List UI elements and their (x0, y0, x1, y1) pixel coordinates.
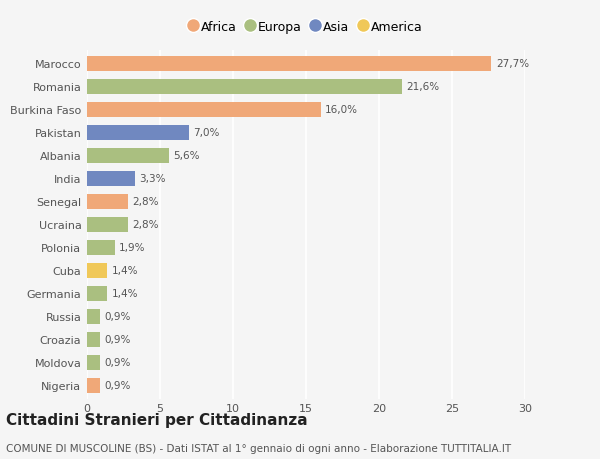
Text: 0,9%: 0,9% (104, 381, 131, 391)
Text: 0,9%: 0,9% (104, 312, 131, 322)
Bar (87, 149, 169, 163)
Bar (87, 309, 100, 324)
Bar (87, 195, 128, 209)
Bar (87, 241, 115, 255)
Text: 5,6%: 5,6% (173, 151, 200, 161)
Legend: Africa, Europa, Asia, America: Africa, Europa, Asia, America (186, 17, 426, 37)
Bar (87, 126, 189, 140)
Text: Cittadini Stranieri per Cittadinanza: Cittadini Stranieri per Cittadinanza (6, 413, 308, 428)
Bar (87, 218, 128, 232)
Bar (87, 172, 135, 186)
Bar (87, 286, 107, 301)
Bar (87, 263, 107, 278)
Text: 0,9%: 0,9% (104, 358, 131, 368)
Text: 1,4%: 1,4% (112, 266, 139, 276)
Text: 27,7%: 27,7% (496, 59, 529, 69)
Text: COMUNE DI MUSCOLINE (BS) - Dati ISTAT al 1° gennaio di ogni anno - Elaborazione : COMUNE DI MUSCOLINE (BS) - Dati ISTAT al… (6, 443, 511, 453)
Bar (87, 103, 320, 118)
Text: 3,3%: 3,3% (140, 174, 166, 184)
Text: 1,4%: 1,4% (112, 289, 139, 299)
Text: 2,8%: 2,8% (132, 220, 159, 230)
Text: 2,8%: 2,8% (132, 197, 159, 207)
Text: 1,9%: 1,9% (119, 243, 146, 253)
Text: 7,0%: 7,0% (194, 128, 220, 138)
Bar (87, 80, 403, 95)
Text: 0,9%: 0,9% (104, 335, 131, 345)
Bar (87, 57, 491, 72)
Text: 16,0%: 16,0% (325, 105, 358, 115)
Bar (87, 355, 100, 370)
Bar (87, 378, 100, 393)
Text: 21,6%: 21,6% (407, 82, 440, 92)
Bar (87, 332, 100, 347)
